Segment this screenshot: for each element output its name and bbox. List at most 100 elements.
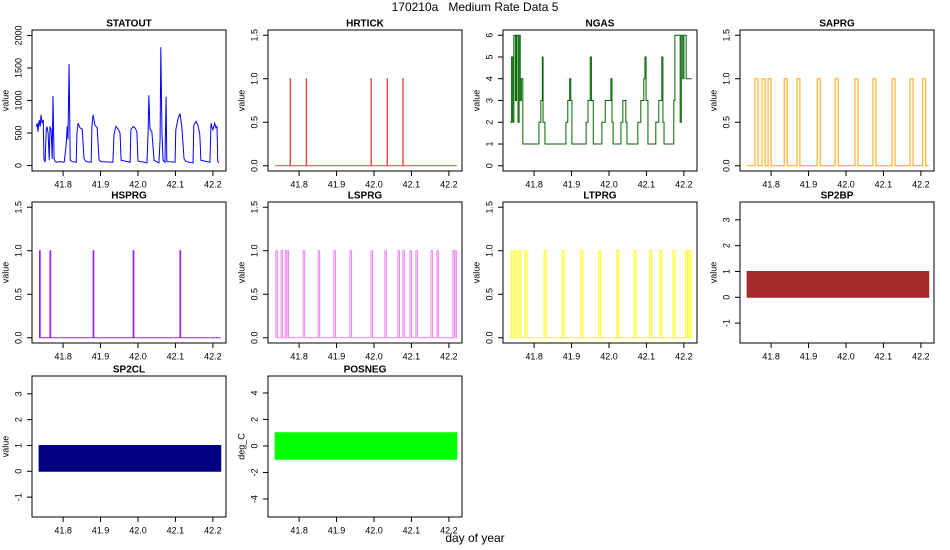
y-axis-label: value (236, 262, 246, 284)
y-tick-label: 0.5 (721, 116, 731, 129)
x-tick-label: 42.1 (167, 351, 185, 361)
y-tick-label: 2 (249, 417, 259, 422)
x-tick-label: 42.1 (167, 179, 185, 189)
plot-frame (739, 29, 935, 172)
y-tick-label: -4 (249, 495, 259, 503)
y-tick-label: 0.5 (249, 116, 259, 129)
data-line (747, 78, 929, 167)
y-tick-label: 0.5 (249, 288, 259, 301)
x-tick-label: 42.0 (129, 525, 147, 535)
x-tick-label: 41.9 (328, 525, 346, 535)
panel-title: LTPRG (583, 191, 616, 202)
x-tick-label: 42.0 (365, 525, 383, 535)
y-tick-label: 2 (721, 243, 731, 248)
panel-title: SP2BP (821, 191, 854, 202)
y-tick-label: 1.5 (721, 29, 731, 42)
x-tick-label: 42.2 (675, 351, 693, 361)
data-line (275, 78, 457, 167)
y-tick-label: 3 (484, 98, 494, 103)
plot-frame (267, 201, 463, 344)
panel-title: STATOUT (106, 19, 152, 30)
y-tick-label: 4 (249, 390, 259, 395)
x-tick-label: 42.0 (129, 179, 147, 189)
y-tick-label: 0 (249, 443, 259, 448)
y-tick-label: 0 (484, 163, 494, 168)
x-tick-label: 42.2 (912, 351, 930, 361)
y-tick-label: -2 (249, 468, 259, 476)
y-tick-label: 1.5 (249, 29, 259, 42)
panel-title: HRTICK (346, 19, 385, 30)
y-axis-label: value (236, 90, 246, 112)
y-tick-label: 1 (721, 269, 731, 274)
x-tick-label: 41.8 (290, 525, 308, 535)
x-tick-label: 42.0 (365, 351, 383, 361)
y-tick-label: 1.0 (484, 244, 494, 257)
panel-title: POSNEG (344, 365, 387, 376)
x-tick-label: 41.9 (328, 351, 346, 361)
x-tick-label: 41.8 (290, 351, 308, 361)
data-line (510, 250, 692, 339)
x-tick-label: 41.8 (525, 351, 543, 361)
y-axis-label: value (0, 90, 10, 112)
x-tick-label: 41.8 (762, 351, 780, 361)
plot-frame (502, 201, 698, 344)
figure-title: 170210a Medium Rate Data 5 (392, 0, 559, 14)
x-tick-label: 42.1 (403, 351, 421, 361)
x-tick-label: 42.1 (875, 351, 893, 361)
y-tick-label: 1.0 (249, 244, 259, 257)
y-tick-label: 0.5 (484, 288, 494, 301)
x-tick-label: 42.2 (440, 351, 458, 361)
y-axis-label: value (471, 90, 481, 112)
y-tick-label: 1 (13, 443, 23, 448)
x-tick-label: 42.2 (675, 179, 693, 189)
data-line (275, 250, 457, 339)
x-tick-label: 41.9 (800, 179, 818, 189)
x-tick-label: 42.2 (204, 179, 222, 189)
x-tick-label: 42.2 (440, 179, 458, 189)
plot-frame (739, 201, 935, 344)
y-tick-label: 1.5 (484, 201, 494, 214)
y-tick-label: 1.0 (13, 244, 23, 257)
panel-title: LSPRG (348, 191, 383, 202)
x-tick-label: 41.9 (92, 179, 110, 189)
x-tick-label: 41.9 (328, 179, 346, 189)
y-tick-label: -1 (13, 493, 23, 501)
plot-frame (31, 29, 227, 172)
y-tick-label: 0 (13, 163, 23, 168)
y-tick-label: 0.0 (484, 332, 494, 345)
y-tick-label: 0 (721, 295, 731, 300)
y-tick-label: 2 (484, 120, 494, 125)
y-tick-label: 1000 (13, 90, 23, 110)
panel-title: SP2CL (113, 365, 145, 376)
y-tick-label: 6 (484, 33, 494, 38)
x-tick-label: 41.8 (54, 525, 72, 535)
y-tick-label: 1 (484, 142, 494, 147)
x-tick-label: 42.2 (204, 525, 222, 535)
y-tick-label: 500 (13, 125, 23, 140)
y-tick-label: 0.0 (249, 160, 259, 173)
x-tick-label: 41.9 (563, 351, 581, 361)
y-tick-label: 2000 (13, 26, 23, 46)
x-tick-label: 42.2 (204, 351, 222, 361)
y-tick-label: 0.0 (13, 332, 23, 345)
y-tick-label: 3 (13, 391, 23, 396)
x-tick-label: 42.0 (837, 351, 855, 361)
x-tick-label: 41.8 (762, 179, 780, 189)
y-tick-label: 0.0 (249, 332, 259, 345)
x-tick-label: 42.1 (403, 179, 421, 189)
y-tick-label: 2 (13, 417, 23, 422)
y-tick-label: 4 (484, 76, 494, 81)
y-tick-label: 1500 (13, 58, 23, 78)
data-line (38, 250, 221, 339)
x-tick-label: 42.0 (837, 179, 855, 189)
x-axis-label: day of year (445, 531, 504, 545)
data-band (274, 432, 458, 460)
y-tick-label: 1.5 (249, 201, 259, 214)
y-tick-label: 3 (721, 217, 731, 222)
x-tick-label: 42.2 (912, 179, 930, 189)
x-tick-label: 42.1 (638, 179, 656, 189)
y-axis-label: value (471, 262, 481, 284)
y-axis-label: value (708, 90, 718, 112)
y-tick-label: 0.5 (13, 288, 23, 301)
